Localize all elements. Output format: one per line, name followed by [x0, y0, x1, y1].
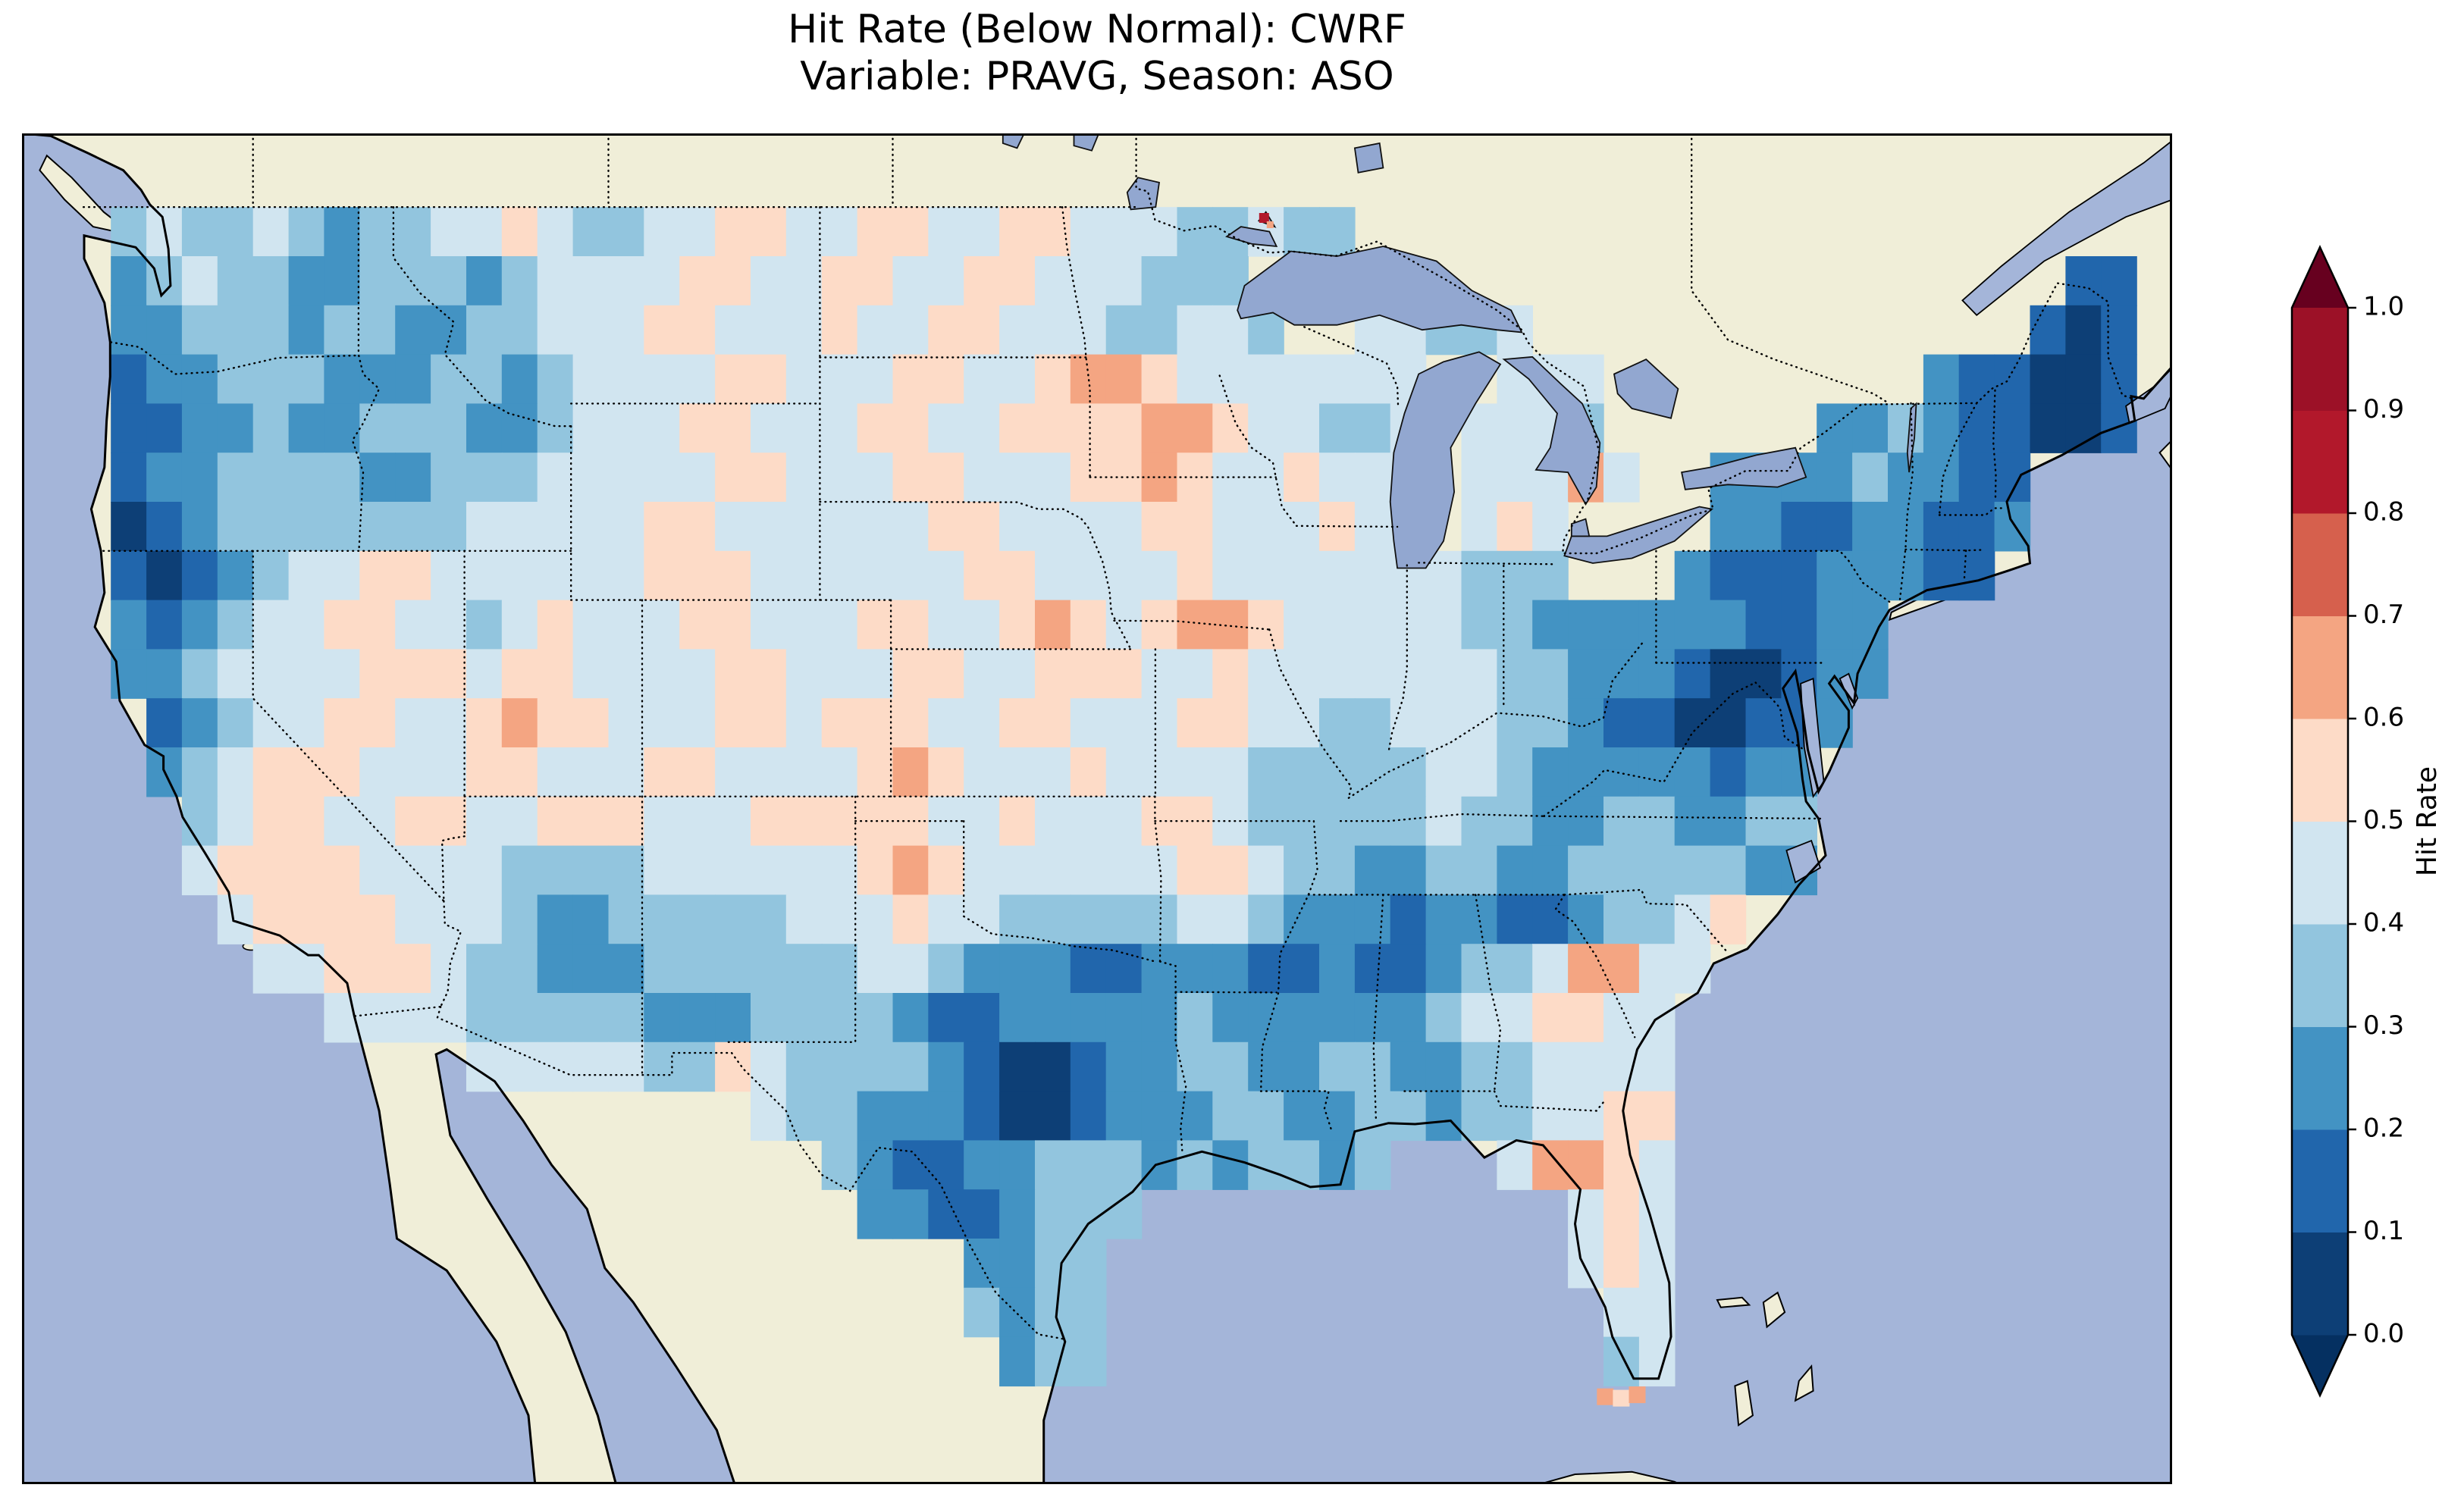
colorbar-over-arrow [2292, 247, 2348, 308]
colorbar-panel: 1.0 0.9 0.8 0.7 0.6 0.5 0.4 0.3 0.2 0.1 0.0 Hit Rat… [2281, 227, 2462, 1425]
lakes [1002, 133, 1917, 569]
island [1762, 1291, 1786, 1329]
colorbar-tick-label: 0.9 [2363, 394, 2404, 424]
grid-markers [1259, 213, 1646, 1407]
island [1734, 1380, 1754, 1427]
colorbar-tick-label: 0.4 [2363, 908, 2404, 938]
figure-title-line2: Variable: PRAVG, Season: ASO [800, 54, 1394, 99]
colorbar-bin [2292, 615, 2348, 719]
colorbar-bin [2292, 308, 2348, 411]
colorbar-title: Hit Rate [2412, 766, 2443, 876]
map-panel [21, 132, 2198, 1494]
map-canvas [21, 132, 2198, 1494]
colorbar-bin [2292, 513, 2348, 616]
colorbar-bin [2292, 410, 2348, 514]
colorbar-bin [2292, 1232, 2348, 1336]
political-borders [82, 132, 2134, 1341]
colorbar-tick-label: 0.0 [2363, 1319, 2404, 1349]
colorbar-tick-label: 0.2 [2363, 1113, 2404, 1144]
island [1794, 1364, 1814, 1402]
colorbar-tick-label: 0.8 [2363, 497, 2404, 528]
figure-title: Hit Rate (Below Normal): CWRF Variable: … [22, 6, 2172, 100]
colorbar-bin [2292, 719, 2348, 822]
plot-frame [22, 133, 2172, 1484]
grid-marker [1597, 1388, 1614, 1405]
colorbar-bin [2292, 821, 2348, 925]
figure-title-line1: Hit Rate (Below Normal): CWRF [788, 7, 1406, 52]
island [1716, 1296, 1751, 1308]
colorbar-bin [2292, 1026, 2348, 1130]
colorbar-tick-label: 0.3 [2363, 1010, 2404, 1041]
colorbar-bin [2292, 1129, 2348, 1232]
grid-marker [1613, 1389, 1630, 1407]
colorbar-tick-label: 0.6 [2363, 703, 2404, 733]
colorbar-tick-label: 0.1 [2363, 1216, 2404, 1246]
grid-marker [1629, 1386, 1646, 1404]
colorbar-tick-label: 0.7 [2363, 600, 2404, 630]
colorbar: 1.0 0.9 0.8 0.7 0.6 0.5 0.4 0.3 0.2 0.1 0.0 Hit Rat… [2290, 245, 2443, 1398]
colorbar-tick-label: 1.0 [2363, 292, 2404, 322]
coastline [21, 132, 2174, 1490]
grid-marker [1266, 221, 1274, 228]
colorbar-under-arrow [2292, 1335, 2348, 1395]
colorbar-tick-label: 0.5 [2363, 805, 2404, 835]
grid-marker [1259, 213, 1269, 223]
colorbar-bin [2292, 924, 2348, 1027]
